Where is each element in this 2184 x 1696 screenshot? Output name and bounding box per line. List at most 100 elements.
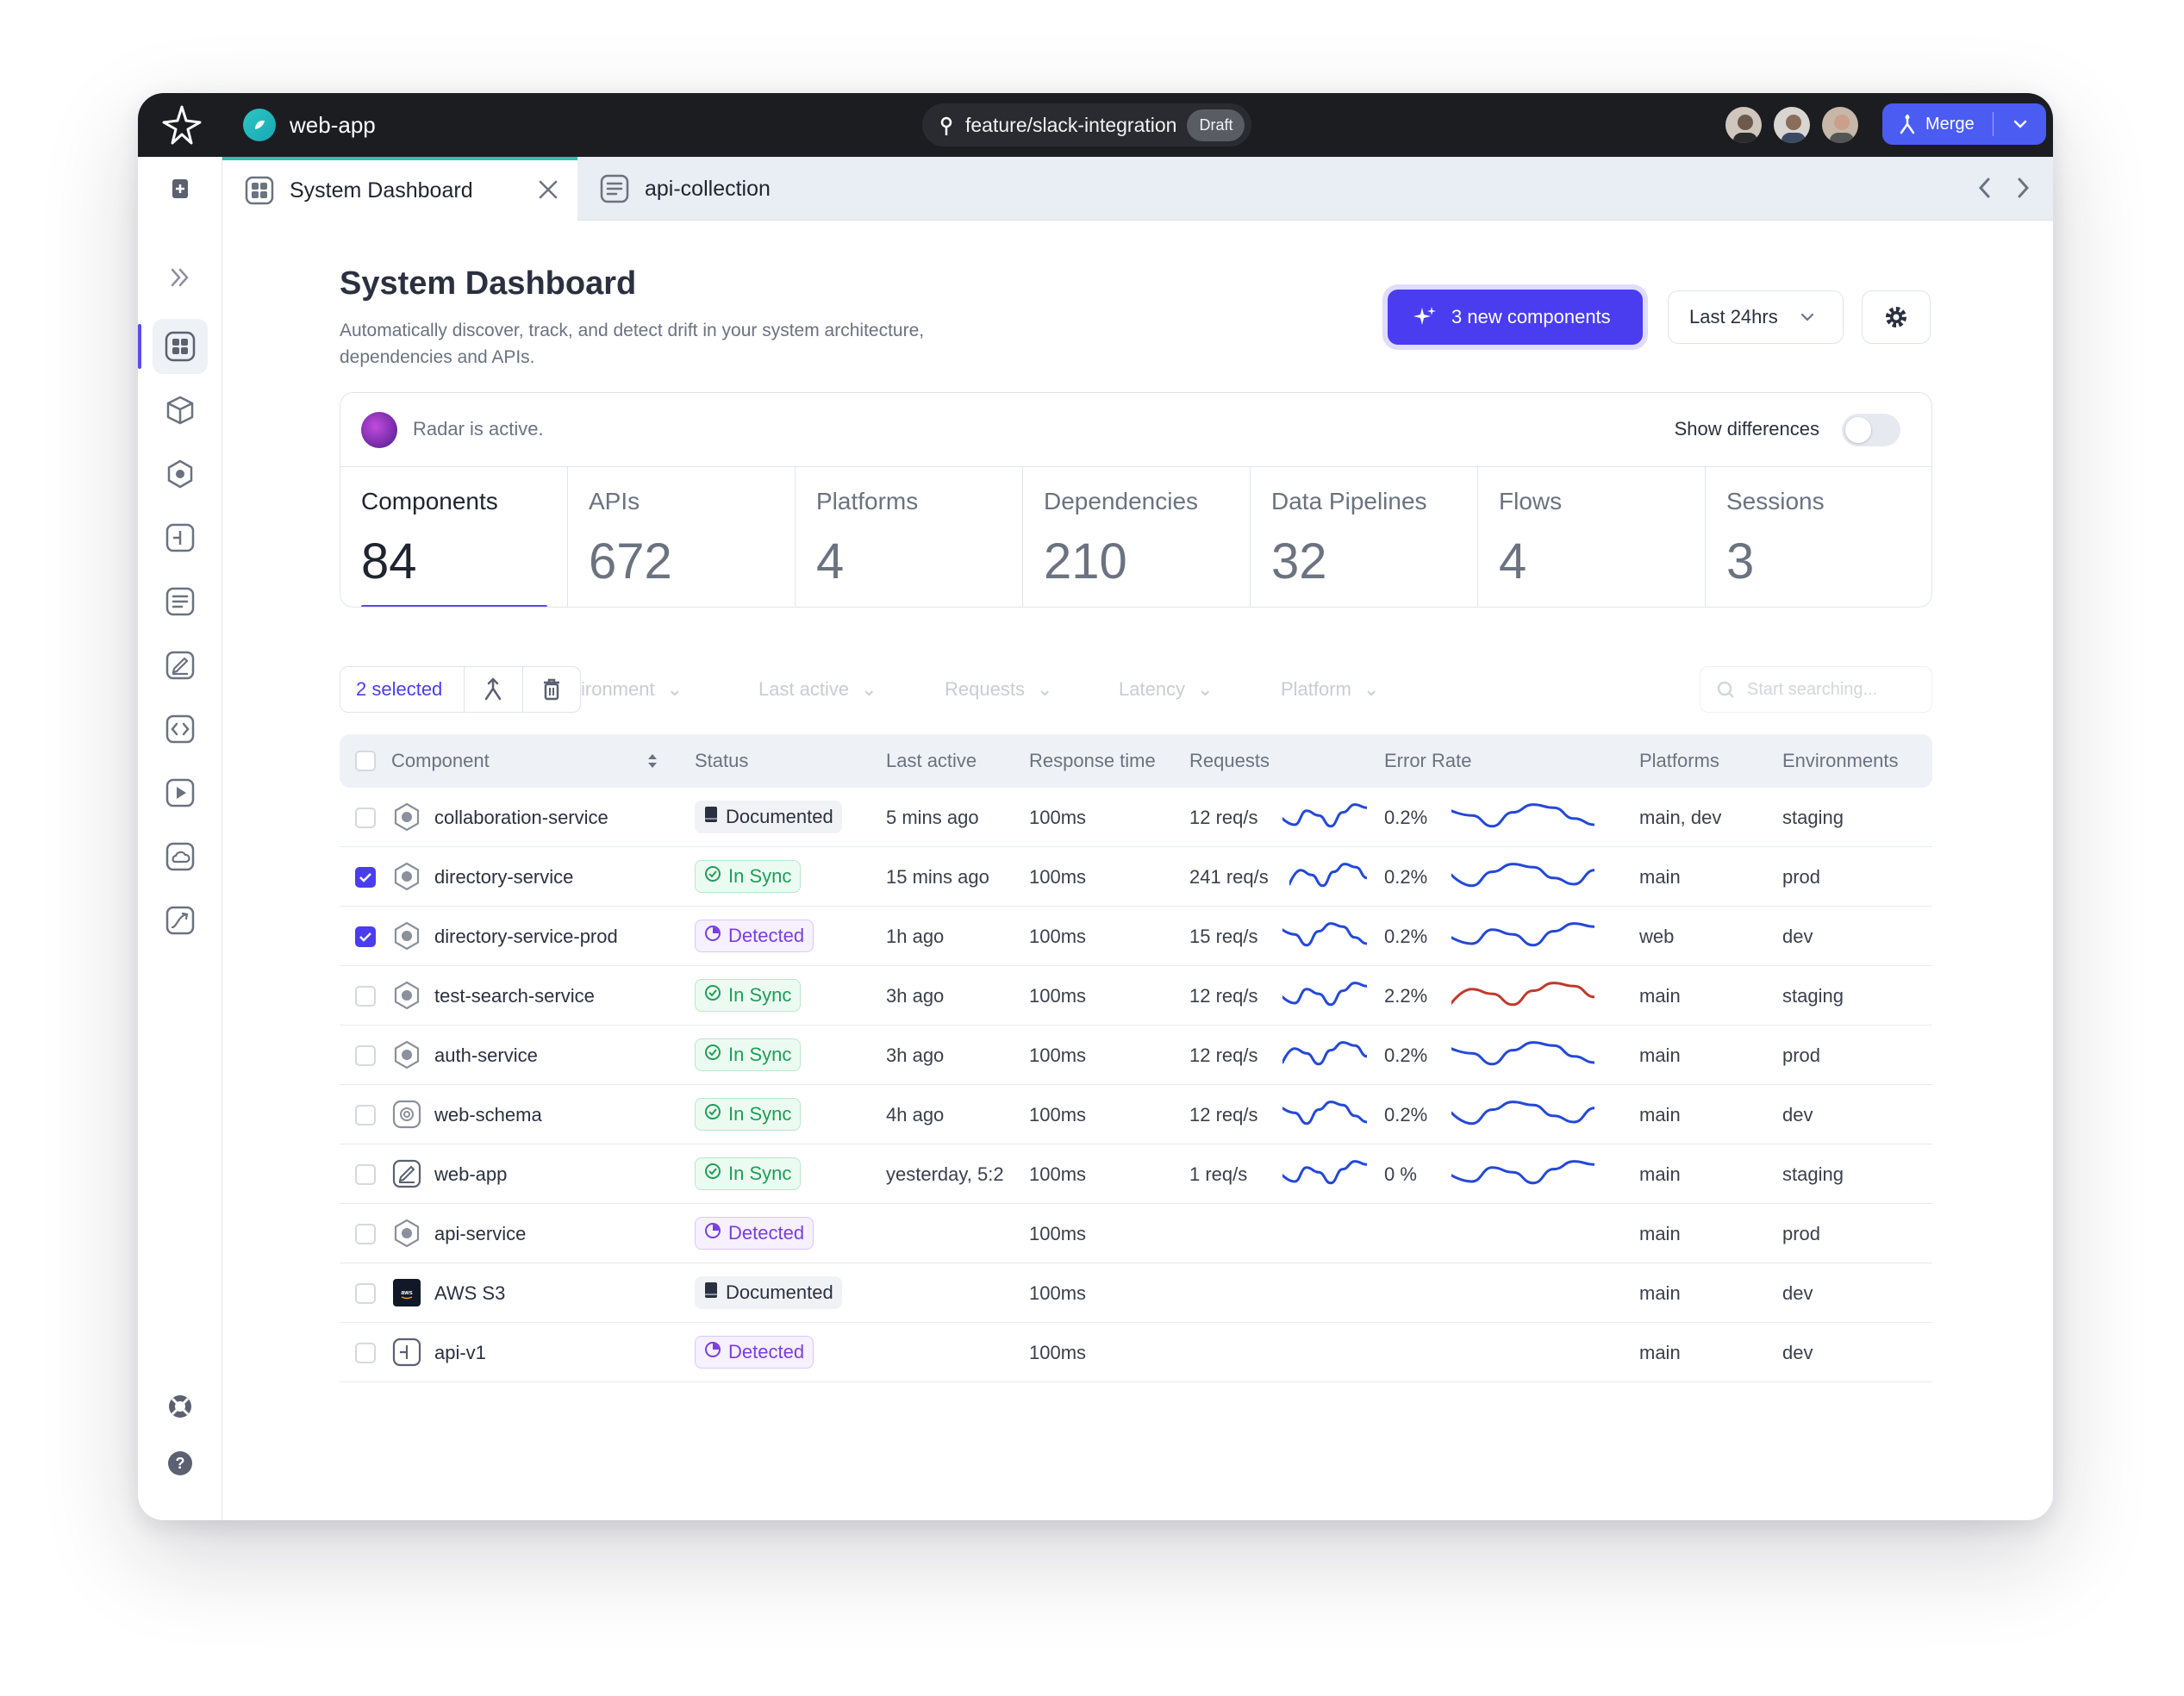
collaborator-avatars[interactable] [1724,105,1860,145]
sort-icon[interactable] [646,751,658,770]
error-rate-sparkline [1451,1041,1594,1066]
filter-latency[interactable]: Latency ⌄ [1119,678,1214,700]
avatar[interactable] [1724,105,1763,145]
sidebar-item-dashboard[interactable] [153,319,208,374]
project-switcher[interactable]: web-app [243,109,376,141]
sparkles-icon [1413,307,1436,325]
table-row[interactable]: test-search-service In Sync 3h ago 100ms 12 … [340,966,1932,1026]
filter-requests[interactable]: Requests ⌄ [945,678,1053,700]
sidebar-item-components[interactable] [153,383,208,438]
component-name[interactable]: directory-service [434,866,574,888]
stat-dependencies[interactable]: Dependencies 210 [1023,467,1251,607]
table-row[interactable]: directory-service In Sync 15 mins ago 100ms… [340,847,1932,907]
filter-environment[interactable]: ironment ⌄ [581,678,683,700]
sidebar-item-design[interactable] [153,638,208,693]
service-hex-icon [391,920,422,951]
row-checkbox[interactable] [355,986,376,1007]
chevron-left-icon[interactable] [1975,174,1994,202]
avatar[interactable] [1772,105,1812,145]
row-checkbox[interactable] [355,1045,376,1066]
table-row[interactable]: api-service Detected 100ms main prod [340,1204,1932,1263]
search-input[interactable]: Start searching... [1700,666,1932,713]
sidebar-item-apis[interactable] [153,510,208,565]
merge-button[interactable]: Merge [1882,103,2046,145]
status-label: In Sync [728,984,792,1006]
row-checkbox[interactable] [355,1105,376,1125]
lifebuoy-icon [169,1395,191,1418]
column-header-last-active[interactable]: Last active [886,750,977,771]
component-name[interactable]: auth-service [434,1044,538,1066]
service-hex-icon [391,1218,422,1249]
column-header-platforms[interactable]: Platforms [1639,750,1719,771]
row-checkbox[interactable] [355,807,376,828]
component-name[interactable]: api-v1 [434,1342,486,1363]
double-chevron-right-icon [171,268,189,287]
column-header-requests[interactable]: Requests [1189,750,1270,771]
column-header-status[interactable]: Status [695,750,749,771]
table-row[interactable]: api-v1 Detected 100ms main dev [340,1323,1932,1382]
sidebar-item-support[interactable] [153,1379,208,1434]
table-row[interactable]: collaboration-service Documented 5 mins ag… [340,788,1932,847]
component-name[interactable]: AWS S3 [434,1282,506,1304]
tab-system-dashboard[interactable]: System Dashboard [222,157,577,221]
avatar[interactable] [1820,105,1860,145]
stat-components[interactable]: Components 84 [340,467,568,607]
branch-selector[interactable]: feature/slack-integration Draft [922,103,1252,147]
column-header-component[interactable]: Component [391,750,490,771]
merge-options-chevron-icon[interactable] [1994,120,2046,128]
sidebar-item-documents[interactable] [153,574,208,629]
platforms-value: main [1639,985,1681,1007]
new-file-button[interactable] [138,157,222,221]
dashboard-icon [245,176,274,205]
time-range-select[interactable]: Last 24hrs [1668,290,1844,344]
stat-flows[interactable]: Flows 4 [1478,467,1706,607]
filter-last-active[interactable]: Last active ⌄ [758,678,877,700]
stat-platforms[interactable]: Platforms 4 [796,467,1023,607]
sidebar-item-cloud[interactable] [153,829,208,884]
column-header-error-rate[interactable]: Error Rate [1384,750,1472,771]
row-checkbox[interactable] [355,1164,376,1185]
column-header-response-time[interactable]: Response time [1029,750,1156,771]
row-checkbox[interactable] [355,867,376,888]
component-name[interactable]: collaboration-service [434,807,608,828]
status-badge: In Sync [695,1098,802,1131]
component-name[interactable]: test-search-service [434,985,595,1007]
expand-sidebar-button[interactable] [153,250,208,305]
row-checkbox[interactable] [355,1224,376,1244]
sidebar-item-code[interactable] [153,701,208,757]
sidebar-item-flows[interactable] [153,765,208,820]
close-tab-icon[interactable] [536,178,560,208]
component-name[interactable]: web-app [434,1163,508,1185]
sidebar-item-help[interactable]: ? [153,1436,208,1491]
column-header-environments[interactable]: Environments [1782,750,1899,771]
stat-apis[interactable]: APIs 672 [568,467,796,607]
show-differences-toggle[interactable] [1842,414,1900,446]
table-row[interactable]: directory-service-prod Detected 1h ago 100m… [340,907,1932,966]
chevron-right-icon[interactable] [2013,174,2032,202]
component-name[interactable]: api-service [434,1223,527,1244]
table-row[interactable]: web-schema In Sync 4h ago 100ms 12 req/s 0.2%… [340,1085,1932,1144]
brand-logo-icon[interactable] [160,103,203,147]
cloud-icon [165,842,195,871]
component-name[interactable]: web-schema [434,1104,542,1125]
table-row[interactable]: auth-service In Sync 3h ago 100ms 12 req/s 0.… [340,1026,1932,1085]
filter-platform[interactable]: Platform ⌄ [1281,678,1380,700]
stat-data-pipelines[interactable]: Data Pipelines 32 [1251,467,1478,607]
table-row[interactable]: aws AWS S3 Documented 100ms main dev [340,1263,1932,1323]
tab-api-collection[interactable]: api-collection [577,157,819,221]
sidebar-item-analytics[interactable] [153,893,208,948]
settings-button[interactable] [1862,290,1931,344]
sidebar-item-services[interactable] [153,446,208,502]
error-rate-value: 0.2% [1384,807,1428,828]
delete-selected-button[interactable] [521,666,580,713]
select-all-checkbox[interactable] [355,751,376,771]
component-name[interactable]: directory-service-prod [434,926,618,947]
row-checkbox[interactable] [355,926,376,947]
row-checkbox[interactable] [355,1283,376,1304]
merge-selected-button[interactable] [464,666,521,713]
table-row[interactable]: web-app In Sync yesterday, 5:2 100ms 1 req/s… [340,1144,1932,1204]
row-checkbox[interactable] [355,1343,376,1363]
stat-sessions[interactable]: Sessions 3 [1706,467,1931,607]
new-components-button[interactable]: 3 new components [1388,290,1643,345]
tab-label: System Dashboard [290,178,473,203]
